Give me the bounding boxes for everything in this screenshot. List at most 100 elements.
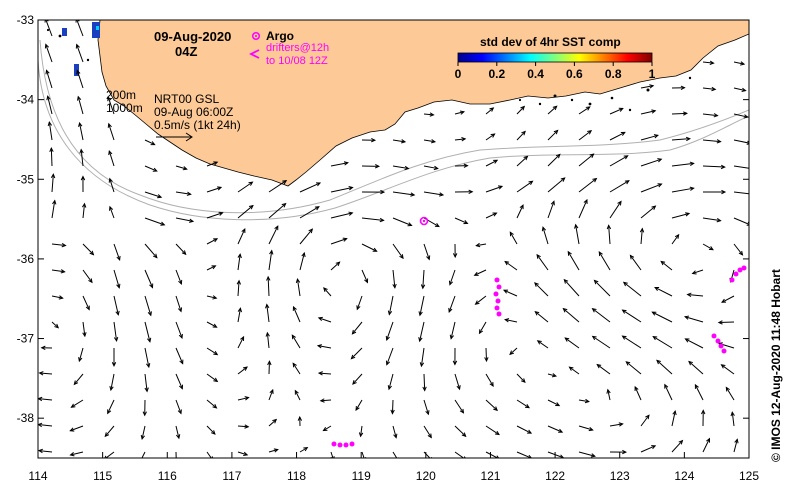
current-vector-head <box>399 254 404 260</box>
current-vector <box>733 217 749 225</box>
current-vector <box>516 204 524 219</box>
current-vector <box>330 212 353 219</box>
current-vector-head <box>244 424 250 429</box>
current-vector <box>547 451 564 458</box>
current-vector <box>422 269 425 289</box>
current-vector <box>419 295 425 316</box>
current-vector-head <box>590 453 596 458</box>
drifter-track-4 <box>331 441 355 448</box>
current-vector-head <box>553 129 559 135</box>
current-vector-head <box>494 430 500 436</box>
current-vector <box>144 243 158 258</box>
current-vector-head <box>649 84 655 89</box>
current-vector-head <box>348 186 354 191</box>
current-vector-head <box>657 183 663 188</box>
current-vector-head <box>484 357 489 363</box>
current-vector <box>660 261 673 271</box>
current-vector-head <box>294 389 299 395</box>
current-vector-head <box>319 398 325 403</box>
current-vector-head <box>108 205 114 211</box>
current-vector <box>423 399 429 415</box>
current-vector-head <box>664 383 669 389</box>
current-vector <box>634 386 642 401</box>
current-vector-head <box>269 388 274 394</box>
current-vector-head <box>404 165 410 171</box>
current-vector-head <box>330 456 335 458</box>
current-vector-head <box>111 362 117 368</box>
current-vector <box>547 154 561 167</box>
current-vector-head <box>241 227 246 234</box>
current-vector <box>299 447 308 453</box>
current-vector-head <box>434 222 440 228</box>
current-vector-head <box>358 432 364 438</box>
current-vector <box>547 373 557 377</box>
current-vector <box>268 389 274 401</box>
current-vector-head <box>322 426 328 432</box>
current-vector <box>317 345 332 349</box>
current-vector <box>51 243 66 247</box>
current-vector <box>50 148 53 167</box>
y-tick-label: -35 <box>17 172 35 186</box>
current-vector <box>206 161 218 167</box>
current-vector <box>547 399 560 407</box>
current-vector-head <box>410 192 416 197</box>
current-vector-head <box>426 255 431 261</box>
current-vector-head <box>592 177 598 183</box>
current-vector-head <box>212 404 218 409</box>
current-vector-head <box>273 448 279 453</box>
current-vector <box>392 191 415 196</box>
current-vector <box>609 180 630 193</box>
current-vector <box>79 122 84 141</box>
argo-float-marker <box>419 216 429 226</box>
current-vector <box>323 287 332 297</box>
current-vector <box>578 153 594 167</box>
x-axis: 114 115 116 117 118 119 120 121 122 123 124 125 <box>28 452 759 483</box>
scale-label: 0.5m/s (1kt 24h) <box>154 118 241 132</box>
current-vector <box>318 372 332 375</box>
current-vector-head <box>651 205 657 210</box>
x-tick-label: 124 <box>674 469 694 483</box>
current-vector-head <box>115 310 120 316</box>
current-vector <box>392 451 398 458</box>
current-vector <box>547 201 555 219</box>
current-vector-head <box>88 278 93 284</box>
current-vector-head <box>651 311 657 316</box>
current-vector-head <box>725 386 730 392</box>
current-vector <box>640 158 662 167</box>
x-tick-label: 119 <box>352 469 371 483</box>
current-vector-head <box>379 217 385 223</box>
current-vector-head <box>269 249 274 255</box>
y-tick-label: -37 <box>17 332 35 346</box>
current-vector <box>702 217 721 222</box>
current-vector-head <box>292 362 297 368</box>
current-vector-head <box>73 380 79 386</box>
drifter-legend-icon <box>248 49 260 59</box>
current-vector-head <box>213 377 219 383</box>
current-vector-head <box>587 130 593 135</box>
current-vector <box>266 304 270 323</box>
current-vector <box>388 373 394 390</box>
current-vector-head <box>652 335 658 341</box>
current-vector <box>82 321 86 337</box>
current-vector-head <box>142 411 147 417</box>
current-vector <box>733 87 746 92</box>
current-vector <box>537 340 549 349</box>
scale-arrow <box>156 132 193 142</box>
current-vector-head <box>418 311 423 317</box>
current-vector-head <box>69 427 75 432</box>
current-vector <box>733 165 749 169</box>
current-vector <box>141 425 146 440</box>
current-vector-head <box>316 182 322 187</box>
current-vector-head <box>478 329 484 335</box>
current-vector <box>671 234 680 245</box>
current-vector <box>113 295 119 315</box>
current-vector-head <box>78 357 83 363</box>
current-vector-head <box>160 221 166 226</box>
current-vector <box>237 366 248 375</box>
current-vector <box>356 295 363 310</box>
current-vector-head <box>418 337 423 343</box>
current-vector <box>702 87 716 90</box>
current-vector-head <box>108 177 113 183</box>
current-vector-head <box>717 320 723 325</box>
current-vector-head <box>248 181 254 186</box>
